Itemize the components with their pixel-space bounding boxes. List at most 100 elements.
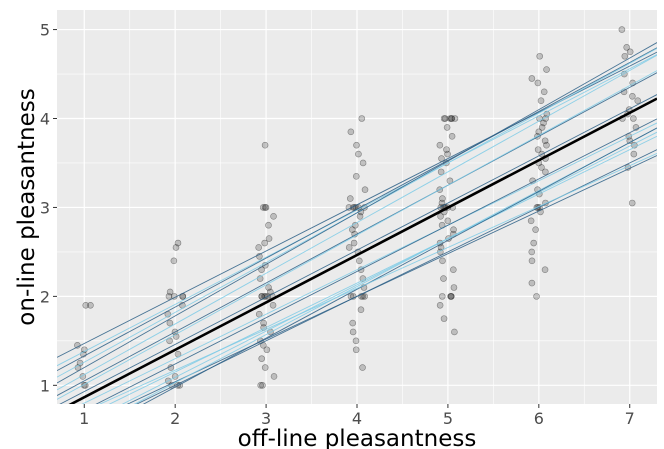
data-point [538, 124, 546, 131]
data-point [537, 97, 545, 105]
random-effect-line [57, 70, 657, 400]
data-point [528, 257, 536, 265]
random-effect-line [57, 54, 657, 367]
random-effect-line [95, 118, 657, 404]
data-point [353, 141, 360, 149]
data-point [444, 217, 452, 225]
data-point [443, 124, 451, 131]
data-point [437, 168, 445, 176]
data-point [436, 141, 444, 149]
data-point [630, 115, 637, 122]
data-point [361, 293, 368, 300]
random-effect-lines [57, 42, 657, 404]
data-point [541, 137, 549, 145]
y-axis-ticks: 1 2 3 4 5 [40, 21, 57, 395]
random-effect-line [81, 122, 657, 404]
data-point [439, 257, 446, 265]
data-point [451, 115, 459, 122]
plot-content [57, 26, 657, 404]
data-point [630, 150, 638, 158]
data-point [541, 266, 549, 274]
data-point [436, 301, 444, 309]
data-point [265, 235, 273, 242]
x-tick-label: 4 [352, 409, 362, 428]
random-effect-line [98, 152, 657, 404]
data-point [621, 52, 629, 60]
data-point [538, 164, 545, 171]
data-point [265, 284, 272, 291]
data-point [257, 382, 264, 389]
data-point [172, 244, 180, 251]
random-effect-line [57, 72, 657, 396]
data-point [530, 239, 537, 247]
data-point [618, 26, 626, 33]
data-point [356, 213, 364, 220]
random-effect-line [57, 54, 657, 391]
data-point [528, 248, 536, 256]
data-point [352, 337, 360, 345]
data-point [258, 355, 266, 362]
data-point [262, 204, 270, 211]
data-point [259, 382, 266, 389]
random-effect-line [108, 135, 657, 404]
data-point [451, 328, 458, 336]
data-point [527, 217, 535, 225]
data-point [543, 66, 550, 73]
data-point [447, 293, 455, 300]
data-point [263, 346, 271, 354]
data-point [355, 257, 363, 265]
data-point [450, 226, 457, 233]
data-point [634, 97, 642, 105]
y-axis-title: on-line pleasantness [14, 88, 40, 325]
data-point [443, 146, 450, 153]
x-tick-label: 6 [534, 409, 544, 428]
data-point [535, 128, 543, 136]
data-point [447, 293, 454, 300]
data-point [260, 319, 267, 327]
data-point [532, 226, 539, 233]
y-tick-label: 1 [40, 376, 50, 395]
data-point [261, 204, 269, 211]
x-tick-label: 2 [170, 409, 180, 428]
data-point [355, 150, 362, 158]
data-point [259, 204, 267, 211]
data-point [270, 213, 277, 220]
data-point [448, 132, 456, 140]
x-axis-title: off-line pleasantness [238, 426, 477, 449]
data-point [543, 141, 550, 149]
data-point [87, 301, 94, 309]
y-tick-label: 5 [40, 21, 50, 40]
random-effect-line [121, 131, 657, 404]
data-point [270, 373, 278, 380]
data-point [349, 226, 356, 233]
data-point [540, 119, 547, 127]
random-effect-line [59, 94, 657, 404]
y-tick-label: 2 [40, 287, 50, 306]
data-point [440, 275, 447, 282]
data-point [444, 150, 451, 158]
data-point [536, 52, 544, 60]
data-point [450, 266, 457, 274]
fixed-effect-line [68, 97, 657, 404]
data-point [359, 364, 366, 371]
data-point [440, 315, 448, 322]
random-effect-line [133, 127, 657, 404]
data-point [166, 319, 174, 327]
data-point [166, 288, 174, 296]
data-point [357, 306, 365, 314]
x-tick-label: 3 [261, 409, 271, 428]
random-effect-line [57, 42, 657, 384]
data-point [440, 115, 448, 122]
data-point [346, 195, 354, 202]
data-point [447, 293, 455, 300]
data-point [534, 79, 542, 87]
data-point [629, 92, 636, 100]
data-point [349, 319, 356, 327]
x-axis-ticks: 1 2 3 4 5 6 7 [79, 404, 635, 428]
data-point [450, 284, 458, 291]
data-point [542, 168, 549, 176]
data-point [82, 301, 90, 309]
data-point [349, 328, 357, 336]
data-point [255, 244, 262, 251]
x-tick-label: 5 [443, 409, 453, 428]
